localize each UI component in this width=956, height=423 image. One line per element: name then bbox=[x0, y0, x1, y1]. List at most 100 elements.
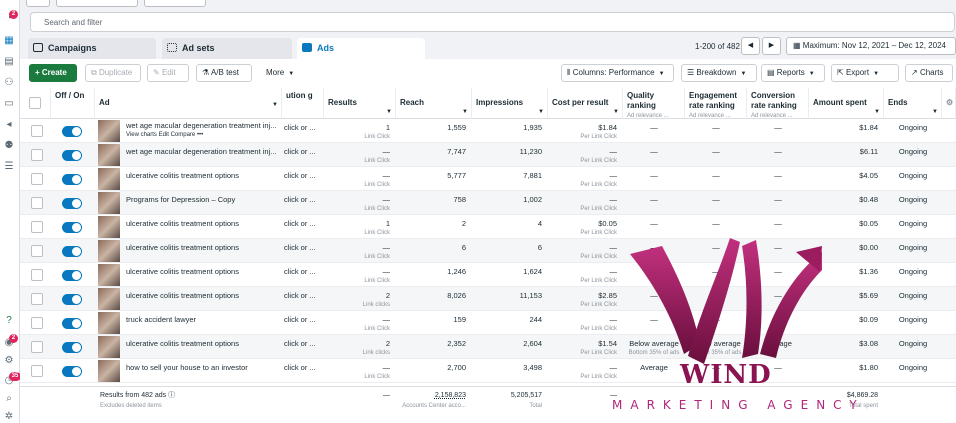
table-row[interactable]: ulcerative colitis treatment options clic… bbox=[20, 287, 956, 311]
header-conversion-ranking[interactable]: Conversion rate ranking Ad relevance ... bbox=[747, 88, 809, 119]
row-checkbox[interactable] bbox=[31, 197, 43, 209]
ad-status-toggle[interactable] bbox=[62, 174, 82, 185]
table-row[interactable]: ulcerative colitis treatment options clic… bbox=[20, 239, 956, 263]
table-row[interactable]: ulcerative colitis treatment options clic… bbox=[20, 263, 956, 287]
people-icon[interactable]: ⚉ bbox=[4, 140, 14, 151]
row-checkbox[interactable] bbox=[31, 149, 43, 161]
table-row[interactable]: how to sell your house to an investor cli… bbox=[20, 359, 956, 383]
header-quality-ranking[interactable]: Quality ranking Ad relevance ... bbox=[623, 88, 685, 119]
table-row[interactable]: Programs for Depression – Copy click or .… bbox=[20, 191, 956, 215]
bug-report-icon[interactable]: ✲ bbox=[4, 411, 14, 422]
header-amount-spent[interactable]: Amount spent ▼ bbox=[809, 88, 884, 119]
ad-thumbnail bbox=[98, 240, 120, 262]
ad-status-toggle[interactable] bbox=[62, 318, 82, 329]
ad-status-toggle[interactable] bbox=[62, 294, 82, 305]
table-row[interactable]: wet age macular degeneration treatment i… bbox=[20, 119, 956, 143]
export-dropdown[interactable]: ⇱ Export ▼ bbox=[831, 64, 899, 82]
ad-name[interactable]: ulcerative colitis treatment options bbox=[126, 171, 239, 180]
edit-button[interactable]: ✎ Edit bbox=[147, 64, 189, 82]
ad-status-toggle[interactable] bbox=[62, 126, 82, 137]
compare-link[interactable]: Compare bbox=[170, 132, 196, 138]
header-engagement-ranking[interactable]: Engagement rate ranking Ad relevance ... bbox=[685, 88, 747, 119]
table-row[interactable]: ulcerative colitis treatment options clic… bbox=[20, 167, 956, 191]
row-checkbox[interactable] bbox=[31, 245, 43, 257]
ends-value: Ongoing bbox=[898, 219, 928, 228]
row-checkbox[interactable] bbox=[31, 269, 43, 281]
ad-name[interactable]: wet age macular degeneration treatment i… bbox=[126, 121, 277, 130]
ad-status-toggle[interactable] bbox=[62, 270, 82, 281]
row-checkbox[interactable] bbox=[31, 317, 43, 329]
date-range-picker[interactable]: ▦ Maximum: Nov 12, 2021 – Dec 12, 2024 bbox=[786, 37, 956, 55]
settings-icon[interactable]: ⚙ bbox=[4, 355, 14, 366]
ad-status-toggle[interactable] bbox=[62, 198, 82, 209]
ad-name[interactable]: ulcerative colitis treatment options bbox=[126, 243, 239, 252]
ad-name[interactable]: ulcerative colitis treatment options bbox=[126, 339, 239, 348]
ad-status-toggle[interactable] bbox=[62, 150, 82, 161]
more-options-link[interactable]: ••• bbox=[196, 132, 204, 138]
ad-name[interactable]: truck accident lawyer bbox=[126, 315, 197, 324]
ad-name[interactable]: ulcerative colitis treatment options bbox=[126, 291, 239, 300]
tab-ad-sets[interactable]: Ad sets bbox=[162, 38, 292, 59]
row-checkbox[interactable] bbox=[31, 221, 43, 233]
tab-campaigns[interactable]: Campaigns bbox=[28, 38, 156, 59]
table-row[interactable]: wet age macular degeneration treatment i… bbox=[20, 143, 956, 167]
notifications-icon[interactable]: ◔ bbox=[5, 13, 13, 24]
account-selector[interactable] bbox=[56, 0, 138, 7]
header-ad[interactable]: Ad ▼ bbox=[95, 88, 282, 119]
duplicate-button[interactable]: ⧉ Duplicate bbox=[85, 64, 141, 82]
search-input[interactable]: Search and filter bbox=[30, 12, 955, 32]
row-checkbox[interactable] bbox=[31, 365, 43, 377]
search-icon[interactable]: ⌕ bbox=[6, 393, 12, 404]
breakdown-dropdown[interactable]: ☰ Breakdown ▼ bbox=[681, 64, 757, 82]
row-checkbox[interactable] bbox=[31, 293, 43, 305]
ad-name[interactable]: how to sell your house to an investor bbox=[126, 363, 248, 372]
audiences-icon[interactable]: ⚇ bbox=[4, 77, 14, 88]
ad-name[interactable]: wet age macular degeneration treatment i… bbox=[126, 147, 277, 156]
edit-link[interactable]: Edit bbox=[158, 132, 169, 138]
ad-status-toggle[interactable] bbox=[62, 342, 82, 353]
ab-test-button[interactable]: ⚗ A/B test bbox=[196, 64, 252, 82]
prev-page-button[interactable]: ◀ bbox=[741, 37, 760, 55]
header-reach[interactable]: Reach ▼ bbox=[396, 88, 472, 119]
billing-icon[interactable]: ▭ bbox=[4, 98, 14, 109]
column-settings-icon[interactable]: ⚙ bbox=[942, 88, 956, 119]
ad-name[interactable]: ulcerative colitis treatment options bbox=[126, 219, 239, 228]
info-icon[interactable]: ⓘ bbox=[168, 392, 176, 399]
help-icon[interactable]: ? bbox=[6, 315, 12, 326]
create-button[interactable]: + Create bbox=[29, 64, 77, 82]
ad-status-toggle[interactable] bbox=[62, 246, 82, 257]
header-results[interactable]: Results ▼ bbox=[324, 88, 396, 119]
ad-status-toggle[interactable] bbox=[62, 222, 82, 233]
charts-button[interactable]: ↗ Charts bbox=[905, 64, 953, 82]
more-menu[interactable]: More ▼ bbox=[260, 64, 300, 82]
pages-icon[interactable]: ▤ bbox=[4, 56, 14, 67]
view-charts-link[interactable]: View charts bbox=[126, 132, 157, 138]
columns-dropdown[interactable]: ⦀ Columns: Performance ▼ bbox=[561, 64, 674, 82]
tab-ads[interactable]: Ads bbox=[297, 38, 425, 59]
menu-icon[interactable]: ☰ bbox=[4, 161, 14, 172]
row-checkbox[interactable] bbox=[31, 125, 43, 137]
header-impressions[interactable]: Impressions ▼ bbox=[472, 88, 548, 119]
table-row[interactable]: truck accident lawyer click or ... — Link C… bbox=[20, 311, 956, 335]
row-checkbox[interactable] bbox=[31, 341, 43, 353]
messages-icon[interactable]: ◷ bbox=[4, 375, 14, 386]
table-row[interactable]: ulcerative colitis treatment options clic… bbox=[20, 335, 956, 359]
row-checkbox[interactable] bbox=[31, 173, 43, 185]
ad-status-toggle[interactable] bbox=[62, 366, 82, 377]
view-selector[interactable] bbox=[144, 0, 206, 7]
reports-dropdown[interactable]: ▤ Reports ▼ bbox=[761, 64, 825, 82]
reach-cell: 6 bbox=[396, 239, 472, 263]
ad-name[interactable]: Programs for Depression – Copy bbox=[126, 195, 236, 204]
alerts-icon[interactable]: ◉ bbox=[4, 337, 14, 348]
ad-name[interactable]: ulcerative colitis treatment options bbox=[126, 267, 239, 276]
header-cost-per-result[interactable]: Cost per result ▼ bbox=[548, 88, 623, 119]
header-ends[interactable]: Ends ▼ bbox=[884, 88, 942, 119]
ads-manager-grid-icon[interactable]: ▦ bbox=[4, 35, 14, 46]
account-button[interactable] bbox=[26, 0, 50, 7]
next-page-button[interactable]: ▶ bbox=[762, 37, 781, 55]
table-row[interactable]: ulcerative colitis treatment options clic… bbox=[20, 215, 956, 239]
header-attribution[interactable]: ution g bbox=[282, 88, 324, 119]
select-all-checkbox[interactable] bbox=[29, 97, 41, 109]
header-off-on[interactable]: Off / On bbox=[51, 88, 95, 119]
campaigns-megaphone-icon[interactable]: ◂ bbox=[6, 119, 12, 130]
